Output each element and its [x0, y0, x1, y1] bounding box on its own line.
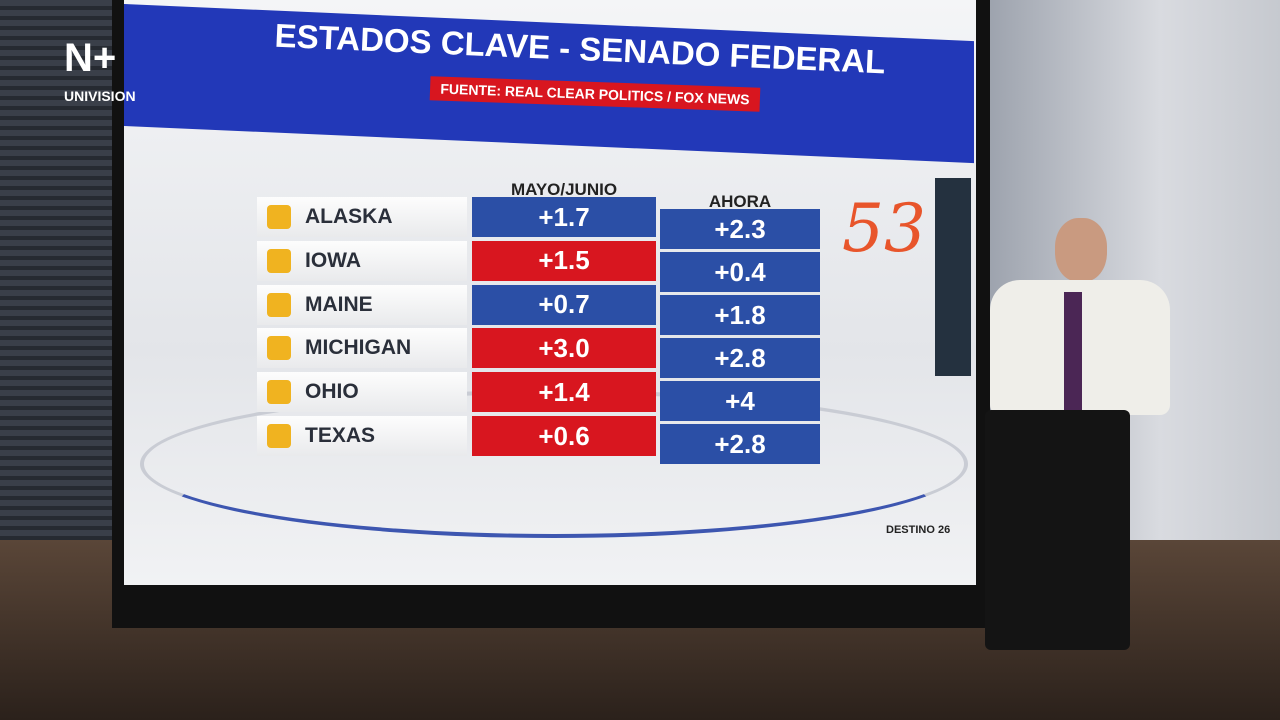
value-cell: +1.5	[472, 240, 656, 281]
value-cell: +0.4	[660, 252, 820, 292]
toolbar	[935, 178, 971, 376]
value-cell: +2.8	[660, 424, 820, 464]
value-cell: +3.0	[472, 328, 656, 369]
presenter-head	[1055, 218, 1107, 282]
value-cell: +0.6	[472, 416, 656, 456]
state-name: ALASKA	[257, 197, 467, 237]
screen-ring	[140, 390, 968, 538]
state-name: MAINE	[257, 284, 467, 325]
state-name: OHIO	[257, 372, 467, 413]
state-icon	[267, 336, 291, 361]
state-icon	[267, 248, 291, 273]
presenter-tie	[1064, 292, 1082, 422]
annotation: 53	[842, 190, 926, 267]
column-header: AHORA	[708, 192, 772, 211]
state-icon	[267, 292, 291, 317]
state-name: TEXAS	[257, 416, 467, 456]
column-header: MAYO/JUNIO	[510, 180, 618, 199]
footer-logo: DESTINO 26	[886, 524, 951, 536]
value-cell: +1.7	[472, 197, 656, 237]
state-label: OHIO	[305, 380, 359, 404]
value-cell: +2.8	[660, 338, 820, 378]
state-label: MICHIGAN	[305, 336, 412, 360]
logo-brand: UNIVISION	[64, 88, 136, 104]
value-cell: +2.3	[660, 209, 820, 249]
state-icon	[267, 205, 291, 229]
presenter-legs	[985, 410, 1130, 650]
state-label: IOWA	[305, 248, 361, 272]
state-label: ALASKA	[305, 205, 393, 228]
state-label: MAINE	[305, 292, 373, 316]
value-cell: +4	[660, 381, 820, 421]
value-cell: +1.8	[660, 295, 820, 335]
value-cell: +1.4	[472, 372, 656, 413]
logo-mark: N+	[64, 36, 117, 80]
value-cell: +0.7	[472, 284, 656, 325]
state-name: MICHIGAN	[257, 328, 467, 369]
state-icon	[267, 424, 291, 448]
state-icon	[267, 380, 291, 405]
state-name: IOWA	[257, 240, 467, 281]
state-label: TEXAS	[305, 424, 376, 447]
